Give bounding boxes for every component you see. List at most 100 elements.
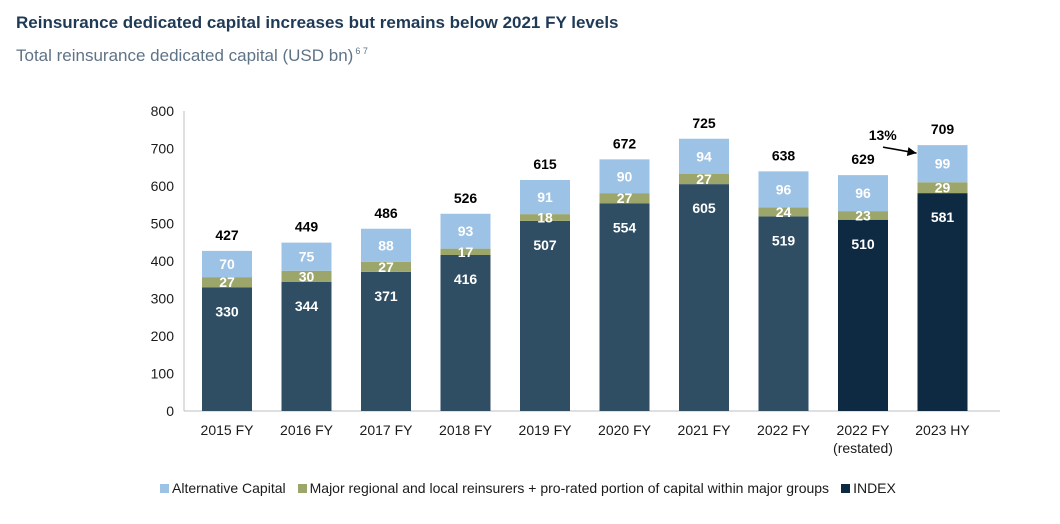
data-label-index: 344 <box>295 298 319 314</box>
bar-segment-alternative <box>281 242 332 271</box>
data-label-regional: 27 <box>378 259 394 275</box>
legend-item-alternative: Alternative Capital <box>160 480 286 496</box>
bar-segment-index <box>520 220 570 411</box>
y-tick-label: 800 <box>151 103 175 119</box>
subtitle-footnote-refs: 6 7 <box>355 46 368 57</box>
bar-segment-regional <box>679 174 729 185</box>
data-label-regional: 27 <box>617 190 633 206</box>
data-label-total: 449 <box>295 219 319 235</box>
data-label-alternative: 94 <box>696 148 712 164</box>
data-label-regional: 29 <box>935 180 951 196</box>
data-label-regional: 17 <box>458 244 474 260</box>
data-label-total: 427 <box>215 227 239 243</box>
data-label-index: 581 <box>931 209 955 225</box>
data-label-regional: 18 <box>537 210 553 226</box>
data-label-total: 526 <box>454 190 478 206</box>
legend-swatch-index <box>841 483 851 493</box>
data-label-total: 725 <box>692 115 716 131</box>
bar-segment-index <box>281 282 332 411</box>
data-label-alternative: 75 <box>299 249 315 265</box>
bar-segment-alternative <box>679 138 729 174</box>
bar-segment-alternative <box>202 250 252 278</box>
bar-segment-regional <box>440 248 491 255</box>
y-tick-label: 700 <box>151 141 175 157</box>
x-tick-label: 2023 HY <box>915 422 970 438</box>
data-label-total: 672 <box>613 135 637 151</box>
data-label-total: 638 <box>772 147 796 163</box>
y-tick-label: 500 <box>151 216 175 232</box>
legend-item-regional: Major regional and local reinsurers + pr… <box>297 480 830 496</box>
bar-segment-alternative <box>599 159 650 194</box>
data-label-alternative: 96 <box>855 185 871 201</box>
bar-segment-index <box>838 219 888 411</box>
bar-segment-index <box>202 287 252 411</box>
bar-segment-regional <box>361 261 411 272</box>
legend-label-index: INDEX <box>853 480 896 496</box>
y-tick-label: 0 <box>166 403 174 419</box>
data-label-index: 510 <box>851 236 875 252</box>
bar-segment-index <box>361 271 411 411</box>
x-tick-label: 2015 FY <box>201 422 255 438</box>
data-label-total: 709 <box>931 121 955 137</box>
bar-segment-alternative <box>361 228 411 262</box>
growth-arrow-head <box>906 147 917 156</box>
data-label-total: 486 <box>374 205 398 221</box>
chart-legend: Alternative Capital Major regional and l… <box>160 480 908 496</box>
data-label-alternative: 99 <box>935 156 951 172</box>
data-label-index: 507 <box>533 237 557 253</box>
subtitle-text: Total reinsurance dedicated capital (USD… <box>16 46 354 65</box>
data-label-alternative: 90 <box>617 168 633 184</box>
data-label-alternative: 96 <box>776 181 792 197</box>
bar-segment-index <box>440 255 491 411</box>
data-label-index: 554 <box>613 219 637 235</box>
legend-item-index: INDEX <box>841 480 896 496</box>
y-tick-label: 100 <box>151 366 175 382</box>
data-label-alternative: 93 <box>458 223 474 239</box>
chart-subtitle: Total reinsurance dedicated capital (USD… <box>16 46 368 66</box>
chart-title: Reinsurance dedicated capital increases … <box>16 13 619 32</box>
x-tick-label: 2017 FY <box>360 422 414 438</box>
legend-swatch-regional <box>297 483 307 493</box>
bar-segment-regional <box>202 277 252 288</box>
bar-segment-regional <box>520 214 570 221</box>
data-label-regional: 27 <box>219 274 235 290</box>
bar-segment-index <box>599 203 650 411</box>
bar-segment-index <box>758 216 809 411</box>
data-label-total: 615 <box>533 156 557 172</box>
data-label-alternative: 91 <box>537 189 553 205</box>
data-label-regional: 23 <box>855 207 871 223</box>
x-tick-label: 2022 FY <box>837 422 891 438</box>
bar-segment-alternative <box>440 213 491 249</box>
bar-segment-index <box>679 184 729 411</box>
data-label-regional: 27 <box>696 171 712 187</box>
x-tick-label: 2020 FY <box>598 422 652 438</box>
data-label-index: 330 <box>215 303 239 319</box>
data-label-regional: 24 <box>776 204 792 220</box>
x-tick-label: 2016 FY <box>280 422 334 438</box>
y-tick-label: 600 <box>151 178 175 194</box>
data-label-total: 629 <box>851 151 875 167</box>
data-label-index: 605 <box>692 200 716 216</box>
bar-segment-alternative <box>917 145 968 183</box>
data-label-alternative: 88 <box>378 237 394 253</box>
legend-label-alternative: Alternative Capital <box>172 480 286 496</box>
y-tick-label: 400 <box>151 253 175 269</box>
bar-segment-index <box>917 193 968 411</box>
data-label-index: 416 <box>454 271 478 287</box>
bar-segment-regional <box>838 211 888 220</box>
y-tick-label: 300 <box>151 291 175 307</box>
x-tick-label: (restated) <box>833 440 893 456</box>
legend-swatch-alternative <box>160 483 169 493</box>
bar-segment-regional <box>281 270 332 282</box>
data-label-alternative: 70 <box>219 256 235 272</box>
data-label-index: 519 <box>772 232 796 248</box>
bar-segment-alternative <box>520 180 570 215</box>
x-tick-label: 2022 FY <box>757 422 811 438</box>
bar-segment-alternative <box>838 175 888 212</box>
legend-label-regional: Major regional and local reinsurers + pr… <box>309 480 830 496</box>
data-label-regional: 30 <box>299 268 315 284</box>
bar-segment-regional <box>599 193 650 204</box>
growth-annotation-label: 13% <box>869 127 898 143</box>
y-tick-label: 200 <box>151 328 175 344</box>
